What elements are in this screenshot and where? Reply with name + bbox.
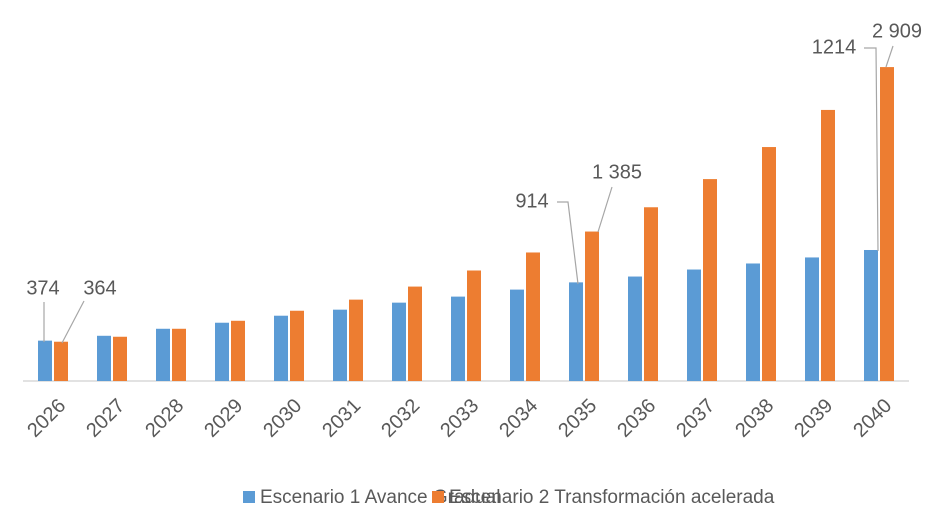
data-label: 1214 [812,36,857,58]
data-label: 1 385 [592,161,642,183]
bar [349,299,363,381]
bar [467,270,481,381]
legend-swatch [243,491,255,503]
bar [215,322,229,381]
bar [880,67,894,382]
bar [333,309,347,381]
bar [864,249,878,381]
x-tick-label: 2033 [436,395,483,442]
data-label: 374 [26,277,59,299]
x-tick-label: 2034 [495,395,542,442]
x-tick-label: 2031 [318,395,365,442]
leader-line [61,300,85,344]
bar [703,179,717,381]
bar [290,310,304,381]
bar [526,252,540,381]
bar [38,340,52,381]
x-tick-label: 2040 [849,395,896,442]
x-tick-label: 2030 [259,395,306,442]
x-tick-label: 2032 [377,395,424,442]
bar [805,257,819,381]
bar [274,315,288,381]
bar [569,282,583,381]
x-tick-label: 2029 [200,395,247,442]
data-label: 2 909 [872,20,922,42]
leader-line [597,186,613,233]
x-tick-label: 2036 [613,395,660,442]
bar [510,289,524,381]
bar [746,263,760,381]
bar [628,276,642,381]
data-label: 914 [515,190,548,212]
x-tick-label: 2026 [23,395,70,442]
x-tick-label: 2035 [554,395,601,442]
legend-swatch [432,491,444,503]
leader-line [885,45,894,68]
bar [172,328,186,381]
x-tick-label: 2038 [731,395,778,442]
bar [97,335,111,381]
bar [585,231,599,381]
bar [156,328,170,381]
x-tick-label: 2028 [141,395,188,442]
legend-label: Escenario 2 Transformación acelerada [449,487,775,508]
x-tick-label: 2037 [672,395,719,442]
bar [392,302,406,381]
bar [408,286,422,381]
data-label: 364 [83,277,116,299]
bar [231,320,245,381]
leader-line [864,47,879,252]
bar [451,296,465,381]
bar [113,336,127,381]
bar [644,207,658,381]
leader-line [557,201,579,285]
x-tick-label: 2039 [790,395,837,442]
bar [687,269,701,381]
bar [54,341,68,381]
bar [821,109,835,382]
bar [762,147,776,381]
x-tick-label: 2027 [82,395,129,442]
